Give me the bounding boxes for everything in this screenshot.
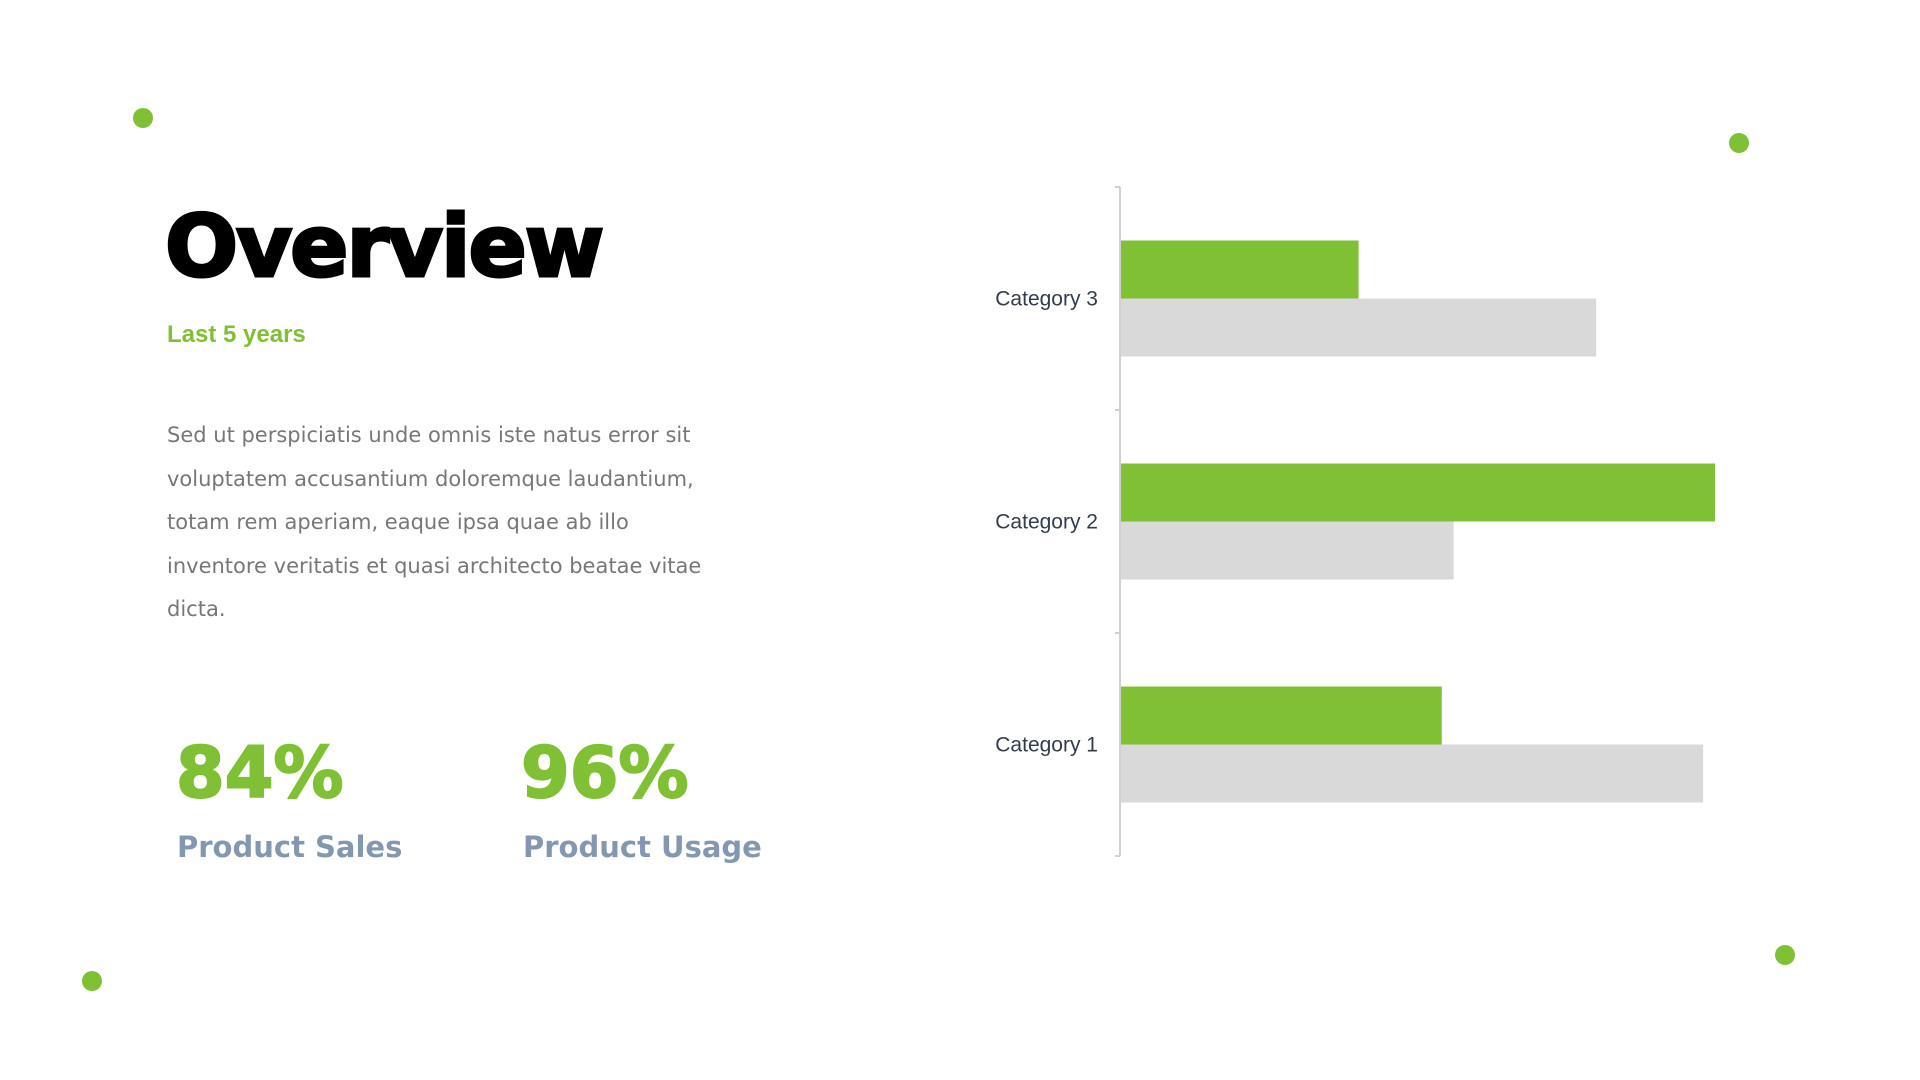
page-title: Overview (163, 195, 605, 298)
decorative-dot (1775, 945, 1795, 965)
category-label: Category 2 (995, 511, 1098, 534)
subtitle: Last 5 years (167, 321, 306, 348)
bar-series-1-category-1 (1121, 686, 1442, 745)
category-label: Category 1 (995, 734, 1098, 757)
stat-label-sales: Product Sales (177, 830, 403, 864)
bar-series-1-category-3 (1121, 240, 1359, 299)
description-paragraph: Sed ut perspiciatis unde omnis iste natu… (167, 423, 702, 621)
category-label: Category 3 (995, 288, 1098, 311)
stat-value-sales: 84% (175, 731, 345, 815)
decorative-dot (1729, 133, 1749, 153)
decorative-dot (82, 971, 102, 991)
stat-value-usage: 96% (520, 731, 690, 815)
bar-series-2-category-2 (1121, 521, 1454, 580)
bar-series-2-category-3 (1121, 298, 1597, 357)
stat-label-usage: Product Usage (523, 830, 762, 864)
bar-series-2-category-1 (1121, 744, 1704, 803)
decorative-dot (133, 108, 153, 128)
bar-series-1-category-2 (1121, 463, 1715, 522)
